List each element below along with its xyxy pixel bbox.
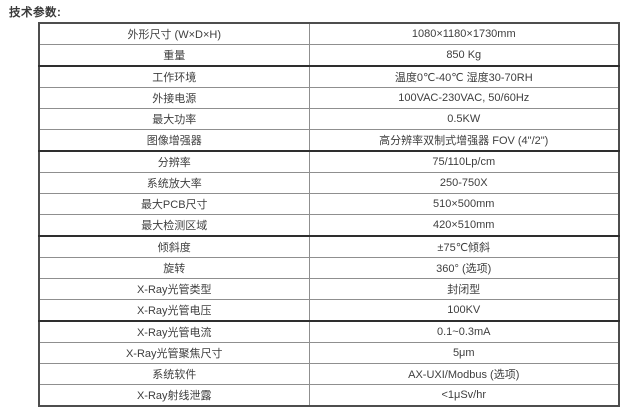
spec-label-cell: 倾斜度 [38, 235, 310, 259]
spec-label-cell: 系统放大率 [38, 172, 310, 194]
table-row: 系统放大率 250-750X [38, 172, 620, 194]
table-row: 系统软件 AX-UXI/Modbus (选项) [38, 362, 620, 385]
spec-value-cell: 420×510mm [308, 213, 620, 237]
spec-label-cell: X-Ray光管类型 [38, 277, 310, 300]
spec-label-cell: 外接电源 [38, 87, 310, 110]
table-row: 工作环境 温度0℃-40℃ 湿度30-70RH [38, 65, 620, 89]
table-row: X-Ray光管电流 0.1~0.3mA [38, 320, 620, 343]
spec-label-cell: 图像增强器 [38, 128, 310, 153]
spec-table: 外形尺寸 (W×D×H) 1080×1180×1730mm 重量 850 Kg 工作环境… [38, 22, 620, 407]
table-row: 最大功率 0.5KW [38, 108, 620, 130]
spec-value-cell: 温度0℃-40℃ 湿度30-70RH [308, 65, 620, 89]
spec-label-cell: 旋转 [38, 257, 310, 279]
spec-label-cell: X-Ray光管电压 [38, 298, 310, 322]
spec-value-cell: 360° (选项) [308, 257, 620, 279]
spec-value-cell: <1μSv/hr [308, 383, 620, 407]
spec-label-cell: 最大功率 [38, 108, 310, 130]
table-row: 最大PCB尺寸 510×500mm [38, 193, 620, 215]
table-row: 分辨率 75/110Lp/cm [38, 150, 620, 174]
spec-value-cell: 封闭型 [308, 277, 620, 300]
spec-label-cell: 最大PCB尺寸 [38, 193, 310, 215]
table-row: 最大检测区域 420×510mm [38, 213, 620, 237]
table-row: 旋转 360° (选项) [38, 257, 620, 279]
spec-value-cell: 850 Kg [308, 44, 620, 68]
spec-value-cell: 0.1~0.3mA [308, 320, 620, 343]
spec-value-cell: AX-UXI/Modbus (选项) [308, 362, 620, 385]
spec-label-cell: X-Ray光管聚焦尺寸 [38, 341, 310, 364]
spec-value-cell: 75/110Lp/cm [308, 150, 620, 174]
table-row: X-Ray光管电压 100KV [38, 298, 620, 322]
spec-label-cell: 工作环境 [38, 65, 310, 89]
spec-value-cell: 1080×1180×1730mm [308, 22, 620, 46]
spec-label-cell: 重量 [38, 44, 310, 68]
table-row: 倾斜度 ±75℃倾斜 [38, 235, 620, 259]
table-row: X-Ray光管类型 封闭型 [38, 277, 620, 300]
spec-label-cell: 系统软件 [38, 362, 310, 385]
page-title: 技术参数: [9, 7, 62, 19]
spec-value-cell: 510×500mm [308, 193, 620, 215]
spec-label-cell: X-Ray光管电流 [38, 320, 310, 343]
table-row: 重量 850 Kg [38, 44, 620, 68]
spec-label-cell: 分辨率 [38, 150, 310, 174]
spec-value-cell: 高分辨率双制式增强器 FOV (4"/2") [308, 128, 620, 153]
spec-value-cell: ±75℃倾斜 [308, 235, 620, 259]
spec-table-body: 外形尺寸 (W×D×H) 1080×1180×1730mm 重量 850 Kg 工作环境… [38, 22, 620, 407]
spec-value-cell: 0.5KW [308, 108, 620, 130]
spec-value-cell: 100VAC-230VAC, 50/60Hz [308, 87, 620, 110]
spec-value-cell: 5μm [308, 341, 620, 364]
table-row: X-Ray射线泄露 <1μSv/hr [38, 383, 620, 407]
spec-value-cell: 250-750X [308, 172, 620, 194]
table-row: 外形尺寸 (W×D×H) 1080×1180×1730mm [38, 22, 620, 46]
spec-value-cell: 100KV [308, 298, 620, 322]
spec-label-cell: 外形尺寸 (W×D×H) [38, 22, 310, 46]
table-row: 图像增强器 高分辨率双制式增强器 FOV (4"/2") [38, 128, 620, 153]
table-row: 外接电源 100VAC-230VAC, 50/60Hz [38, 87, 620, 110]
table-row: X-Ray光管聚焦尺寸 5μm [38, 341, 620, 364]
spec-label-cell: 最大检测区域 [38, 213, 310, 237]
spec-label-cell: X-Ray射线泄露 [38, 383, 310, 407]
